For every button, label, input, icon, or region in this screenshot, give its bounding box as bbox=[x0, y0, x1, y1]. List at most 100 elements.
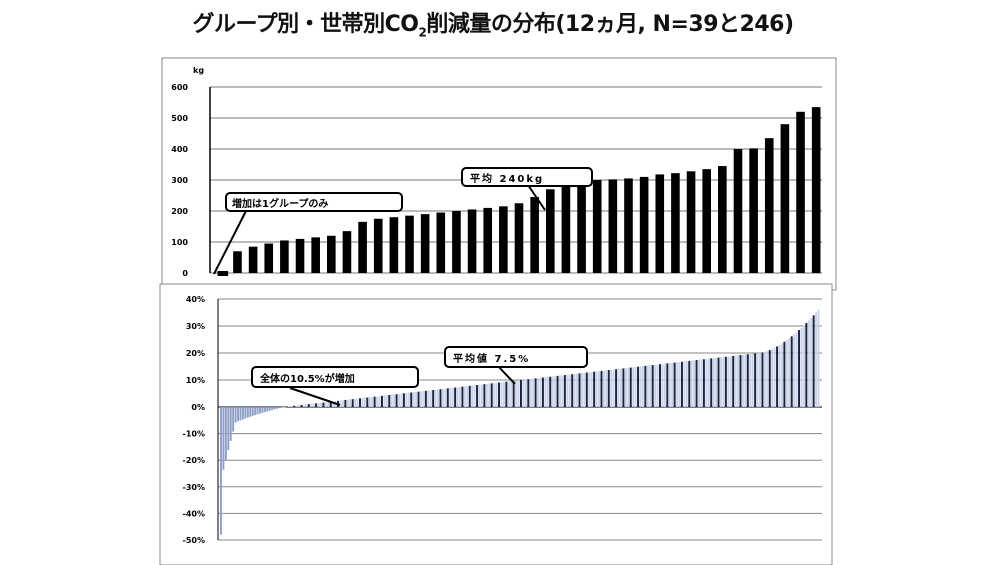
bottom-bar bbox=[637, 366, 640, 407]
bottom-bar bbox=[339, 400, 342, 407]
bottom-bar bbox=[378, 396, 381, 407]
bottom-bar bbox=[432, 390, 435, 407]
bottom-bar bbox=[639, 366, 642, 407]
bottom-bar bbox=[661, 363, 664, 407]
top-bar bbox=[811, 107, 821, 274]
bottom-bar bbox=[805, 323, 808, 407]
bottom-bar bbox=[341, 400, 344, 407]
bottom-bar bbox=[371, 396, 374, 407]
bottom-y-tick-label: -40% bbox=[183, 509, 205, 518]
bottom-bar bbox=[688, 360, 691, 407]
bottom-bar bbox=[361, 398, 364, 407]
top-bar bbox=[483, 207, 493, 273]
top-bar bbox=[733, 149, 743, 273]
bottom-bar bbox=[363, 397, 366, 407]
top-bar bbox=[561, 186, 571, 273]
bottom-bar bbox=[741, 354, 744, 407]
top-bar bbox=[686, 171, 696, 273]
bottom-bar bbox=[273, 407, 276, 410]
bottom-bar bbox=[383, 395, 386, 407]
bottom-bar bbox=[232, 407, 235, 432]
bottom-bar bbox=[237, 407, 240, 422]
bottom-bar bbox=[556, 375, 559, 407]
top-bar bbox=[327, 235, 336, 273]
bottom-bar bbox=[229, 407, 232, 441]
bottom-bar bbox=[785, 340, 788, 407]
top-bar bbox=[545, 189, 555, 273]
bottom-bar bbox=[522, 379, 525, 407]
bottom-bar bbox=[744, 354, 747, 407]
bottom-bar bbox=[512, 380, 515, 407]
bottom-bar bbox=[798, 330, 800, 407]
bottom-bar bbox=[578, 373, 581, 407]
bottom-bar bbox=[295, 405, 298, 407]
bottom-bar bbox=[812, 315, 815, 407]
bottom-bar bbox=[220, 407, 222, 535]
bottom-bar bbox=[276, 407, 279, 409]
bottom-bar bbox=[624, 368, 627, 407]
bottom-bar bbox=[544, 377, 547, 407]
bottom-bar bbox=[410, 392, 413, 407]
bottom-bar bbox=[680, 361, 683, 407]
bottom-bar bbox=[576, 373, 579, 407]
bottom-bar bbox=[234, 407, 237, 423]
bottom-bar bbox=[420, 391, 422, 407]
bottom-bar bbox=[451, 387, 454, 407]
bottom-bar bbox=[366, 397, 369, 407]
bottom-bar bbox=[310, 403, 313, 407]
bottom-bar bbox=[746, 354, 749, 407]
bottom-bar bbox=[227, 407, 230, 451]
bottom-bar bbox=[705, 358, 708, 407]
bottom-bar bbox=[388, 395, 391, 407]
bottom-bar bbox=[441, 388, 444, 407]
top-bar bbox=[530, 197, 539, 273]
bottom-bar bbox=[444, 388, 447, 407]
bottom-bar bbox=[412, 392, 415, 407]
bottom-bar bbox=[493, 383, 496, 407]
bottom-bar bbox=[529, 378, 532, 407]
bottom-bar bbox=[583, 372, 586, 407]
bottom-bar bbox=[307, 404, 310, 407]
annotation-increase-only-one-group: 増加は1グループのみ bbox=[213, 192, 403, 275]
top-bar bbox=[514, 203, 524, 273]
bottom-bar bbox=[476, 385, 479, 407]
top-bar bbox=[702, 169, 711, 273]
bottom-bar bbox=[776, 346, 779, 407]
bottom-bar bbox=[407, 392, 410, 407]
bottom-bar bbox=[607, 370, 610, 407]
top-y-tick-label: 300 bbox=[171, 176, 188, 185]
bottom-bars bbox=[220, 309, 820, 535]
bottom-bar bbox=[400, 393, 403, 407]
bottom-bar bbox=[793, 334, 796, 407]
bottom-bar bbox=[778, 345, 781, 407]
bottom-bar bbox=[563, 375, 566, 407]
top-bars bbox=[217, 107, 821, 276]
bottom-bar bbox=[605, 370, 608, 407]
bottom-y-tick-label: 30% bbox=[186, 322, 205, 331]
bottom-bar bbox=[580, 373, 583, 407]
bottom-bar bbox=[427, 390, 430, 407]
annotation-text: 増加は1グループのみ bbox=[232, 197, 328, 210]
bottom-bar bbox=[422, 391, 425, 407]
bottom-bar bbox=[732, 355, 735, 407]
bottom-bar bbox=[502, 381, 505, 407]
bottom-bar bbox=[761, 352, 764, 407]
bottom-bar bbox=[312, 403, 315, 407]
bottom-bar bbox=[285, 406, 288, 408]
bottom-bar bbox=[298, 405, 300, 407]
bottom-bar bbox=[395, 394, 398, 407]
bottom-y-tick-label: -10% bbox=[183, 430, 205, 439]
bottom-bar bbox=[602, 370, 605, 407]
top-bar bbox=[342, 231, 352, 273]
bottom-bar bbox=[329, 401, 332, 407]
bottom-bar bbox=[790, 336, 793, 407]
bottom-bar bbox=[251, 407, 254, 416]
bottom-bar bbox=[571, 374, 574, 407]
top-bar bbox=[577, 183, 586, 273]
top-bar bbox=[655, 174, 665, 273]
bottom-y-tick-label: 10% bbox=[186, 376, 205, 385]
top-bar bbox=[749, 148, 758, 273]
top-bar bbox=[373, 218, 383, 273]
bottom-bar bbox=[610, 369, 613, 407]
